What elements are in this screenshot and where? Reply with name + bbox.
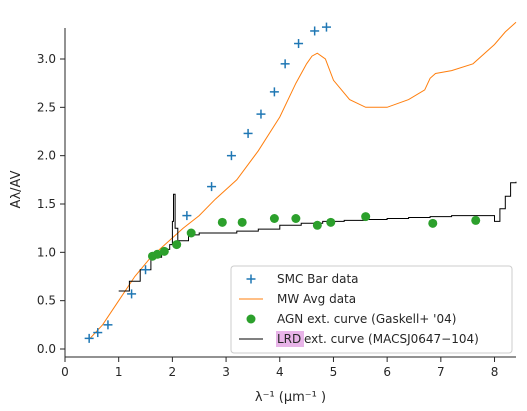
y-tick-label: 3.0	[37, 52, 56, 66]
legend-lrd-prefix: LRD	[277, 332, 301, 346]
agn-point	[186, 228, 196, 238]
y-tick-label: 2.0	[37, 149, 56, 163]
agn-point	[159, 246, 169, 256]
smc-point	[127, 289, 137, 299]
agn-point	[312, 220, 322, 230]
y-tick-label: 0.0	[37, 342, 56, 356]
agn-point	[471, 215, 481, 225]
x-tick-label: 0	[61, 365, 69, 379]
agn-point	[361, 212, 371, 222]
y-axis-label: Aλ/AV	[9, 170, 24, 208]
legend-label: MW Avg data	[277, 292, 356, 306]
x-tick-label: 3	[222, 365, 230, 379]
legend-label: AGN ext. curve (Gaskell+ '04)	[277, 312, 456, 326]
smc-point	[321, 22, 331, 32]
agn-point	[237, 217, 247, 227]
smc-point	[310, 26, 320, 36]
legend-marker-agn	[246, 314, 256, 324]
x-tick-label: 7	[437, 365, 445, 379]
smc-point	[141, 265, 151, 275]
smc-point	[280, 59, 290, 69]
x-tick-label: 5	[330, 365, 338, 379]
smc-point	[294, 39, 304, 49]
y-tick-label: 2.5	[37, 100, 56, 114]
agn-point	[326, 217, 336, 227]
x-axis: 0 1 2 3 4 5 6 7 8	[61, 356, 516, 379]
smc-point	[103, 320, 113, 330]
agn-point	[269, 214, 279, 223]
smc-point	[243, 128, 253, 138]
agn-point	[428, 218, 438, 228]
agn-point	[217, 217, 227, 227]
y-tick-label: 1.0	[37, 245, 56, 259]
smc-point	[182, 211, 192, 221]
x-tick-label: 8	[491, 365, 499, 379]
smc-point	[256, 109, 266, 119]
legend-label: SMC Bar data	[277, 272, 359, 286]
agn-point	[172, 240, 182, 250]
legend: SMC Bar data MW Avg data AGN ext. curve (G…	[230, 265, 513, 354]
y-axis: 0.0 0.5 1.0 1.5 2.0 2.5 3.0	[37, 28, 66, 357]
smc-point	[93, 328, 103, 338]
smc-point	[207, 182, 217, 192]
x-tick-label: 4	[276, 365, 284, 379]
x-axis-label: λ⁻¹ (μm⁻¹ )	[255, 390, 326, 405]
legend-label: ext. curve (MACSJ0647−104)	[304, 332, 479, 346]
smc-point	[269, 87, 279, 97]
series-mw-avg-line	[88, 21, 517, 340]
x-tick-label: 6	[383, 365, 391, 379]
series-lrd-step-line	[118, 181, 517, 292]
plot-area	[84, 21, 517, 343]
y-tick-label: 1.5	[37, 197, 56, 211]
agn-point	[291, 214, 301, 223]
x-tick-label: 2	[169, 365, 177, 379]
y-tick-label: 0.5	[37, 294, 56, 308]
legend-lrd-highlight	[276, 331, 304, 347]
smc-point	[84, 333, 94, 343]
agn-point	[152, 249, 162, 259]
x-tick-label: 1	[115, 365, 123, 379]
smc-point	[226, 151, 236, 161]
